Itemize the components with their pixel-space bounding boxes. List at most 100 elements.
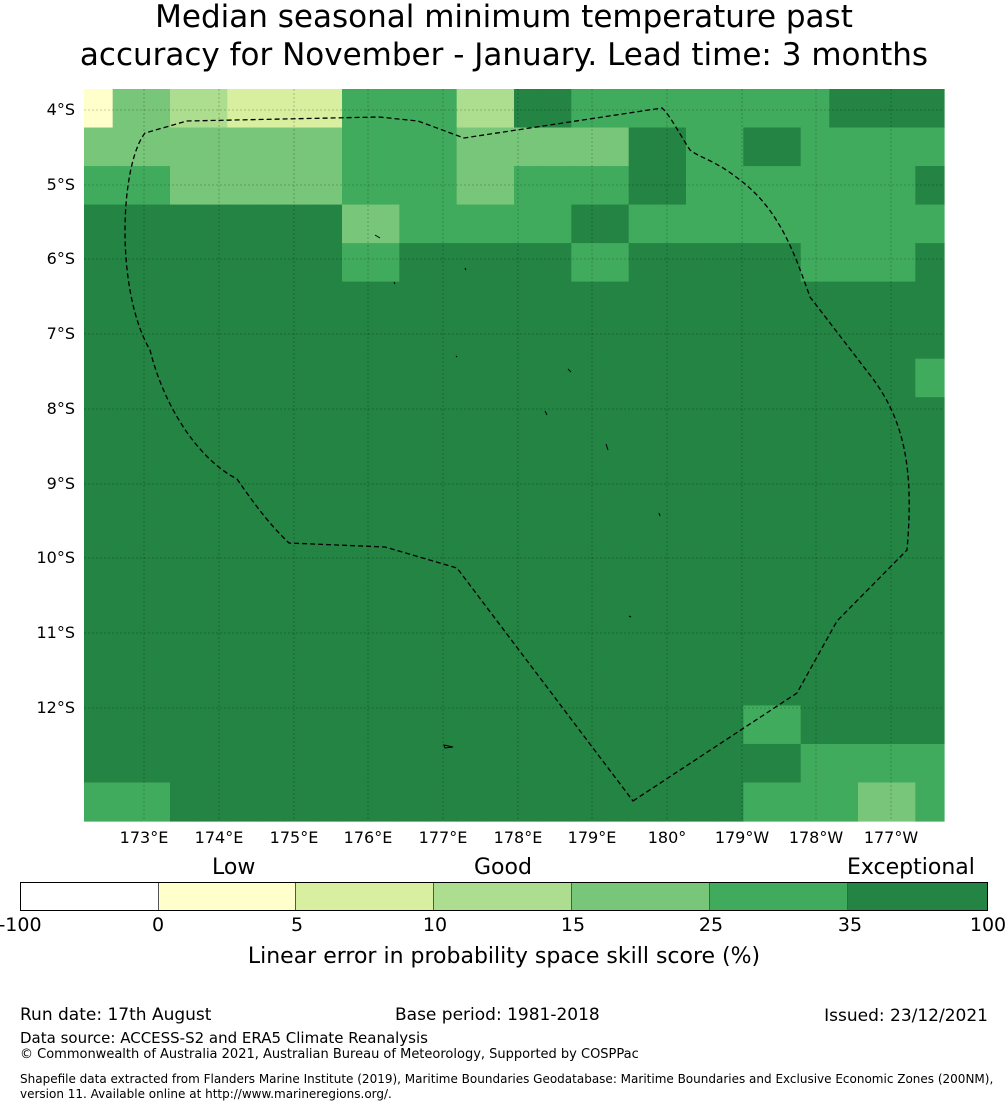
longitude-label: 173°E: [119, 828, 169, 847]
grid-cell: [141, 512, 171, 552]
longitude-label: 176°E: [343, 828, 393, 847]
grid-cell: [829, 628, 859, 668]
latitude-label: 4°S: [46, 100, 75, 119]
grid-cell: [514, 628, 544, 668]
grid-cell: [858, 397, 888, 437]
colorbar-segment: [21, 883, 159, 910]
grid-cell: [858, 358, 888, 398]
grid-cell: [686, 127, 716, 167]
grid-cell: [313, 358, 343, 398]
grid-cell: [370, 705, 400, 745]
run-date: Run date: 17th August: [20, 1005, 212, 1025]
grid-cell: [428, 358, 458, 398]
grid-cell: [514, 666, 544, 707]
grid-cell: [227, 358, 257, 398]
grid-cell: [600, 358, 630, 398]
grid-cell: [227, 782, 257, 822]
grid-cell: [514, 397, 544, 437]
grid-cell: [714, 281, 744, 321]
grid-cell: [84, 705, 114, 745]
grid-cell: [800, 474, 830, 514]
grid-cell: [600, 666, 630, 707]
grid-cell: [657, 705, 687, 745]
grid-cell: [714, 551, 744, 591]
grid-cell: [571, 666, 601, 707]
grid-cell: [256, 782, 286, 822]
grid-cell: [542, 512, 572, 552]
grid-cell: [485, 166, 515, 206]
grid-cell: [227, 666, 257, 707]
grid-cell: [342, 320, 372, 360]
grid-cell: [198, 782, 228, 822]
grid-cell: [714, 474, 744, 514]
grid-cell: [772, 397, 802, 437]
grid-cell: [628, 397, 658, 437]
grid-cell: [743, 435, 773, 475]
grid-cell: [399, 89, 429, 129]
grid-cell: [313, 204, 343, 244]
grid-cell: [112, 474, 142, 514]
latitude-label: 6°S: [46, 249, 75, 268]
grid-cell: [657, 743, 687, 784]
grid-cell: [399, 166, 429, 206]
grid-cell: [198, 320, 228, 360]
grid-cell: [657, 320, 687, 360]
grid-cell: [112, 628, 142, 668]
grid-cell: [800, 127, 830, 167]
grid-cell: [743, 204, 773, 244]
grid-cell: [84, 243, 114, 283]
grid-cell: [714, 435, 744, 475]
grid-cell: [571, 782, 601, 822]
grid-cell: [915, 474, 945, 514]
grid-cell: [772, 358, 802, 398]
grid-cell: [198, 628, 228, 668]
grid-cell: [141, 551, 171, 591]
grid-cell: [370, 474, 400, 514]
grid-cell: [686, 89, 716, 129]
grid-cell: [227, 320, 257, 360]
grid-cell: [456, 512, 486, 552]
grid-cell: [858, 666, 888, 707]
grid-cell: [370, 358, 400, 398]
grid-cell: [686, 551, 716, 591]
latitude-label: 7°S: [46, 324, 75, 343]
grid-cell: [858, 589, 888, 629]
grid-cell: [542, 705, 572, 745]
grid-cell: [886, 743, 916, 784]
grid-cell: [370, 589, 400, 629]
grid-cell: [84, 166, 114, 206]
grid-cell: [800, 166, 830, 206]
grid-cell: [600, 204, 630, 244]
grid-cell: [170, 204, 200, 244]
grid-cell: [571, 204, 601, 244]
grid-cell: [342, 166, 372, 206]
grid-cell: [485, 551, 515, 591]
grid-cell: [915, 666, 945, 707]
island: [443, 744, 454, 749]
grid-cell: [227, 89, 257, 129]
grid-cell: [600, 705, 630, 745]
grid-cell: [198, 204, 228, 244]
grid-cell: [370, 127, 400, 167]
grid-cell: [313, 743, 343, 784]
grid-cell: [714, 512, 744, 552]
grid-cell: [915, 166, 945, 206]
grid-cell: [772, 474, 802, 514]
grid-cell: [858, 89, 888, 129]
grid-cell: [800, 743, 830, 784]
islands: [374, 234, 661, 749]
colorbar-tick-label: 100: [969, 914, 1007, 936]
grid-cell: [772, 551, 802, 591]
grid-cell: [772, 435, 802, 475]
grid-cell: [456, 628, 486, 668]
latitude-label: 12°S: [36, 698, 75, 717]
grid-cell: [342, 435, 372, 475]
grid-cell: [342, 89, 372, 129]
island: [544, 410, 548, 416]
longitude-label: 174°E: [194, 828, 244, 847]
grid-cell: [370, 666, 400, 707]
map-plot: [84, 89, 945, 822]
grid-cell: [485, 358, 515, 398]
grid-cell: [485, 474, 515, 514]
grid-cell: [915, 743, 945, 784]
